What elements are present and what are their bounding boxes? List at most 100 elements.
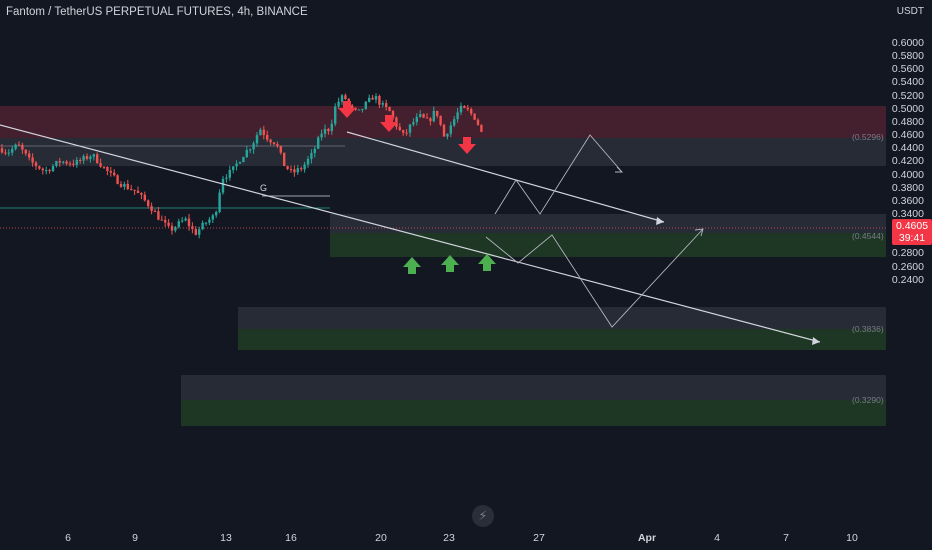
candle-body [371,97,374,100]
grey-zone-upper [330,214,886,233]
time-tick: 13 [220,532,232,544]
price-tick: 0.2600 [891,260,924,273]
candle-body [211,215,214,220]
candle-body [51,165,55,172]
candle-body [313,148,316,154]
candle-body [388,107,391,112]
candle-body [116,175,119,184]
candle-body [459,105,463,113]
candle-body [198,229,201,235]
candle-body [429,118,432,122]
candle-body [466,107,469,110]
candle-body [364,101,367,109]
price-tick: 0.4400 [891,142,924,155]
candle-body [228,169,231,178]
candle-body [7,152,10,154]
candle-body [113,172,116,176]
candle-body [449,125,452,134]
price-unit: USDT [896,6,924,17]
price-tick: 0.2400 [891,273,924,286]
candle-body [218,192,221,212]
candle-body [140,193,143,195]
support-zone-mid [238,329,886,350]
price-tick: 0.3600 [891,194,924,207]
candle-body [242,157,245,163]
candle-body [262,129,265,135]
candle-body [279,145,282,153]
candle-body [160,219,163,221]
candle-body [17,144,21,146]
zone-label-0: (0.5296) [852,132,884,142]
candle-body [130,189,133,191]
candle-body [232,166,235,170]
candle-body [208,219,211,223]
zone-label-2: (0.3836) [852,324,884,334]
candle-body [266,134,269,140]
candle-body [157,211,160,220]
price-tick: 0.4800 [891,115,924,128]
last-price-value: 0.4605 [895,220,929,232]
candle-body [476,119,480,125]
candle-body [439,115,442,125]
candle-body [45,170,48,172]
candle-body [330,123,333,132]
candle-body [147,200,150,207]
price-tick: 0.4000 [891,168,924,181]
up-arrow-icon [441,255,459,272]
candle-body [436,110,439,116]
candle-body [446,133,449,137]
candle-body [85,156,89,159]
candle-body [24,149,27,154]
candle-body [351,105,354,108]
candle-body [398,126,401,130]
tradingview-logo-icon[interactable]: ⚡ [472,505,494,527]
candle-body [320,133,323,138]
candle-body [31,157,34,163]
candle-body [170,225,174,231]
candle-body [187,218,191,227]
candle-body [408,124,412,133]
candle-body [181,220,184,222]
candle-body [259,129,262,136]
candle-body [425,117,429,119]
candle-body [99,163,102,167]
time-tick: 4 [714,532,720,544]
candle-body [357,109,361,111]
support-zone-low [181,400,886,426]
candle-body [11,148,14,153]
up-arrow-icon [478,254,496,271]
price-tick: 0.3400 [891,207,924,220]
candle-body [283,152,286,167]
candle-body [422,114,425,118]
candle-body [310,153,313,159]
price-tick: 0.4200 [891,155,924,168]
candle-body [238,162,242,164]
candle-body [28,153,31,158]
projection-path-upper [494,134,623,215]
price-tick: 0.5000 [891,102,924,115]
candle-body [296,168,299,173]
price-tick: 0.3800 [891,181,924,194]
price-tick: 0.5200 [891,89,924,102]
candle-body [354,107,357,110]
candle-body [317,137,320,149]
down-arrow-icon [380,115,398,132]
candle-body [164,219,167,223]
down-arrow-icon [338,101,356,118]
time-tick: 20 [375,532,387,544]
candle-body [453,119,456,126]
candle-body [337,101,340,107]
candle-body [48,170,51,172]
candle-body [412,122,415,125]
price-tick: 0.5600 [891,63,924,76]
time-tick: 10 [846,532,858,544]
candle-body [303,164,306,170]
candle-body [126,183,129,190]
candle-body [269,139,272,143]
candle-body [96,154,99,164]
down-arrow-icon [458,137,476,154]
up-arrow-icon [403,257,421,274]
time-tick: 23 [443,532,455,544]
candle-body [381,103,384,105]
